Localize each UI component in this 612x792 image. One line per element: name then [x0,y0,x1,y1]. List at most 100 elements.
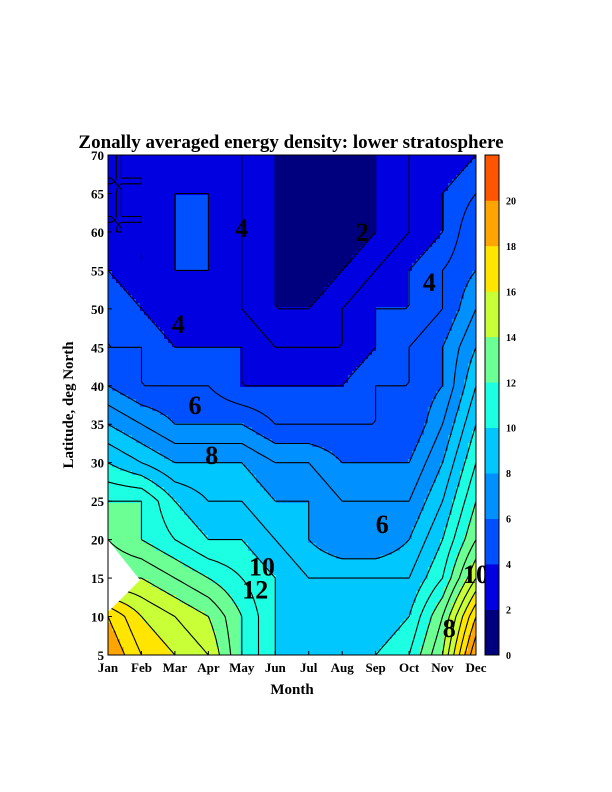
contour-cell [108,315,113,320]
contour-cell [268,251,273,256]
contour-cell [188,299,193,304]
contour-cell [308,203,313,208]
contour-cell [300,255,305,260]
contour-cell [312,299,317,304]
contour-cell [380,259,385,264]
contour-cell [452,267,457,272]
contour-cell [444,291,449,296]
contour-cell [300,263,305,268]
contour-cell [112,259,117,264]
contour-cell [296,183,301,188]
contour-cell [384,271,389,276]
contour-cell [176,339,181,344]
contour-cell [360,255,365,260]
contour-cell [116,163,121,168]
contour-cell [272,203,277,208]
contour-cell [216,303,221,308]
contour-cell [268,267,273,272]
contour-cell [248,287,253,292]
contour-cell [472,367,476,372]
contour-cell [356,247,361,252]
contour-cell [428,307,433,312]
contour-cell [224,339,229,344]
contour-cell [128,307,133,312]
contour-cell [396,215,401,220]
contour-cell [140,247,145,252]
contour-cell [456,303,461,308]
contour-cell [124,335,129,340]
contour-cell [252,351,257,356]
contour-cell [148,275,153,280]
contour-cell [288,223,293,228]
contour-cell [456,291,461,296]
contour-cell [364,199,369,204]
contour-cell [132,171,137,176]
contour-cell [424,247,429,252]
contour-cell [112,323,117,328]
contour-cell [172,163,177,168]
contour-cell [384,223,389,228]
contour-cell [184,283,189,288]
contour-cell [456,283,461,288]
contour-cell [300,167,305,172]
contour-cell [380,323,385,328]
contour-cell [352,163,357,168]
contour-cell [204,355,209,360]
contour-cell [392,251,397,256]
contour-cell [164,371,169,376]
contour-cell [328,335,333,340]
contour-cell [324,307,329,312]
contour-cell [360,363,365,368]
contour-cell [268,175,273,180]
contour-cell [328,279,333,284]
contour-cell [192,319,197,324]
contour-cell [440,319,445,324]
contour-cell [148,303,153,308]
contour-cell [264,351,269,356]
contour-cell [404,335,409,340]
contour-cell [388,331,393,336]
contour-cell [244,211,249,216]
contour-cell [296,243,301,248]
contour-cell [348,355,353,360]
contour-cell [388,203,393,208]
contour-cell [116,363,121,368]
contour-cell [208,223,213,228]
contour-cell [388,335,393,340]
contour-cell [376,267,381,272]
contour-cell [152,271,157,276]
contour-cell [292,287,297,292]
contour-cell [264,179,269,184]
contour-cell [332,307,337,312]
contour-cell [380,331,385,336]
contour-cell [308,167,313,172]
contour-cell [156,319,161,324]
contour-cell [148,283,153,288]
contour-cell [156,347,161,352]
contour-cell [428,331,433,336]
contour-cell [212,191,217,196]
contour-cell [324,275,329,280]
contour-cell [136,267,141,272]
contour-cell [300,247,305,252]
contour-cell [280,271,285,276]
contour-cell [140,343,145,348]
contour-cell [448,359,453,364]
contour-cell [408,175,413,180]
contour-cell [284,267,289,272]
contour-cell [256,327,261,332]
contour-cell [164,219,169,224]
contour-cell [276,307,281,312]
contour-cell [228,323,233,328]
contour-cell [184,267,189,272]
contour-cell [196,311,201,316]
contour-cell [380,363,385,368]
contour-cell [360,287,365,292]
contour-cell [200,219,205,224]
contour-cell [180,335,185,340]
contour-cell [124,367,129,372]
contour-cell [272,311,277,316]
contour-cell [396,259,401,264]
contour-cell [268,227,273,232]
contour-cell [124,155,129,160]
